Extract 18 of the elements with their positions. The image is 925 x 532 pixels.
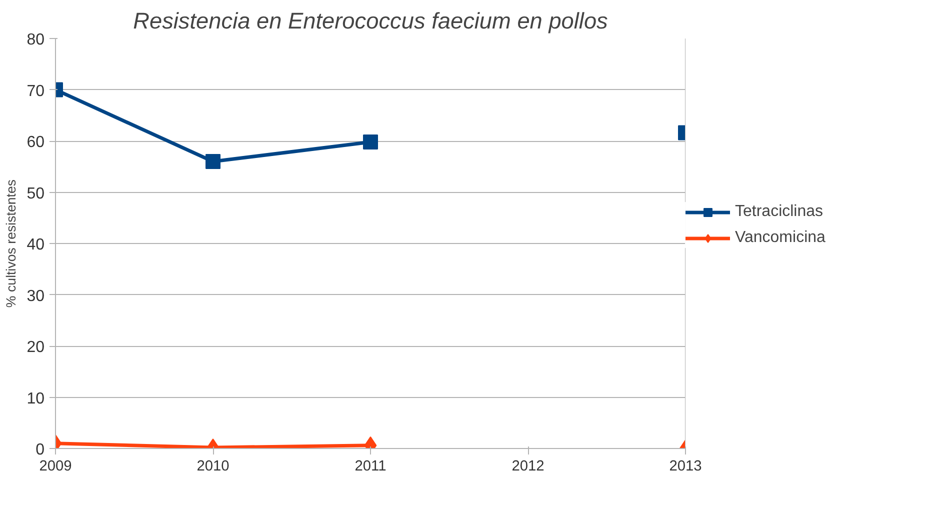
y-tick-label: 10 — [26, 390, 45, 408]
y-tick-label: 50 — [26, 185, 45, 202]
y-tick-label: 80 — [26, 32, 45, 48]
x-tick-label: 2010 — [196, 458, 230, 474]
x-tick-label: 2012 — [512, 458, 544, 474]
y-tick-label: 20 — [26, 339, 45, 356]
y-tick-label: 40 — [26, 236, 45, 254]
y-tick-label: 30 — [26, 288, 45, 305]
y-axis-title: % cultivos resistentes — [4, 179, 19, 308]
y-tick-label: 70 — [26, 82, 45, 100]
legend-label: Vancomicina — [735, 229, 826, 247]
legend-label: Tetraciclinas — [735, 203, 824, 221]
y-tick-label: 0 — [36, 442, 45, 458]
x-tick-label: 2013 — [669, 458, 702, 474]
chart-title: Resistencia en Enterococcus faecium en pollos — [133, 8, 608, 34]
x-tick-label: 2009 — [39, 458, 72, 474]
y-tick-label: 60 — [26, 134, 45, 151]
x-tick-label: 2011 — [354, 458, 386, 474]
